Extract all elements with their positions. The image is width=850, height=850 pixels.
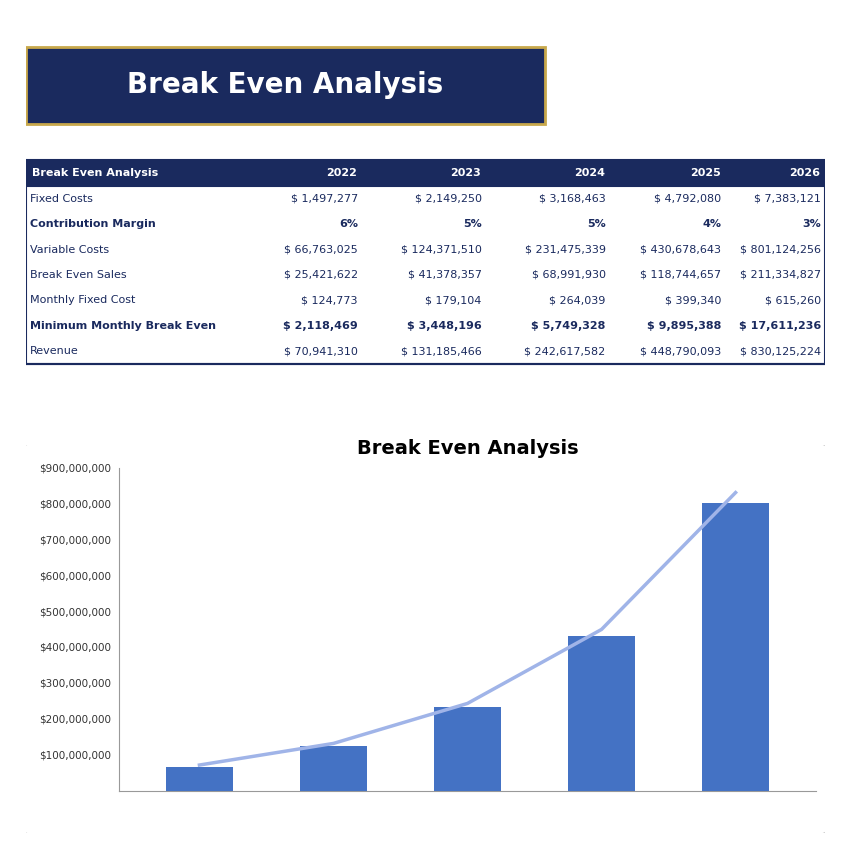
- Text: $ 25,421,622: $ 25,421,622: [284, 270, 358, 280]
- Text: $ 448,790,093: $ 448,790,093: [640, 346, 722, 356]
- Text: $ 9,895,388: $ 9,895,388: [647, 320, 722, 331]
- Text: $ 801,124,256: $ 801,124,256: [740, 245, 821, 254]
- Text: 2022: 2022: [326, 167, 357, 178]
- Text: Contribution Margin: Contribution Margin: [31, 219, 156, 230]
- Text: $ 3,168,463: $ 3,168,463: [539, 194, 605, 204]
- FancyBboxPatch shape: [26, 160, 824, 186]
- Text: Break Even Sales: Break Even Sales: [31, 270, 127, 280]
- Bar: [434, 707, 501, 790]
- Text: $ 4,792,080: $ 4,792,080: [654, 194, 722, 204]
- Text: $ 124,371,510: $ 124,371,510: [401, 245, 482, 254]
- Text: $ 7,383,121: $ 7,383,121: [755, 194, 821, 204]
- Text: $ 68,991,930: $ 68,991,930: [531, 270, 605, 280]
- Text: Fixed Costs: Fixed Costs: [31, 194, 94, 204]
- Bar: [568, 636, 635, 790]
- Text: $ 131,185,466: $ 131,185,466: [401, 346, 482, 356]
- Text: $ 830,125,224: $ 830,125,224: [740, 346, 821, 356]
- Text: 3%: 3%: [802, 219, 821, 230]
- Text: Minimum Monthly Break Even: Minimum Monthly Break Even: [31, 320, 216, 331]
- Text: Variable Costs: Variable Costs: [31, 245, 110, 254]
- Bar: [702, 503, 769, 790]
- Text: $ 3,448,196: $ 3,448,196: [407, 320, 482, 331]
- Text: 5%: 5%: [463, 219, 482, 230]
- Text: $ 615,260: $ 615,260: [765, 295, 821, 305]
- Text: 5%: 5%: [586, 219, 605, 230]
- Text: $ 118,744,657: $ 118,744,657: [640, 270, 722, 280]
- FancyBboxPatch shape: [18, 441, 832, 837]
- Text: $ 231,475,339: $ 231,475,339: [524, 245, 605, 254]
- Text: $ 242,617,582: $ 242,617,582: [524, 346, 605, 356]
- Text: $ 179,104: $ 179,104: [425, 295, 482, 305]
- Text: 4%: 4%: [702, 219, 722, 230]
- Text: Monthly Fixed Cost: Monthly Fixed Cost: [31, 295, 136, 305]
- Text: Revenue: Revenue: [31, 346, 79, 356]
- FancyBboxPatch shape: [26, 47, 545, 124]
- Text: 2025: 2025: [690, 167, 721, 178]
- Text: $ 41,378,357: $ 41,378,357: [408, 270, 482, 280]
- Text: $ 70,941,310: $ 70,941,310: [284, 346, 358, 356]
- Text: $ 124,773: $ 124,773: [302, 295, 358, 305]
- Text: $ 2,118,469: $ 2,118,469: [283, 320, 358, 331]
- Text: $ 399,340: $ 399,340: [665, 295, 722, 305]
- Title: Break Even Analysis: Break Even Analysis: [357, 439, 578, 457]
- Text: $ 211,334,827: $ 211,334,827: [740, 270, 821, 280]
- Text: Break Even Analysis: Break Even Analysis: [32, 167, 158, 178]
- Text: Break Even Analysis: Break Even Analysis: [127, 71, 444, 99]
- Text: 6%: 6%: [339, 219, 358, 230]
- Text: $ 66,763,025: $ 66,763,025: [284, 245, 358, 254]
- Text: $ 2,149,250: $ 2,149,250: [415, 194, 482, 204]
- Bar: [300, 745, 367, 791]
- Text: $ 430,678,643: $ 430,678,643: [640, 245, 722, 254]
- Bar: [166, 767, 233, 791]
- Text: 2023: 2023: [450, 167, 481, 178]
- Text: $ 17,611,236: $ 17,611,236: [739, 320, 821, 331]
- Text: $ 1,497,277: $ 1,497,277: [291, 194, 358, 204]
- Text: $ 264,039: $ 264,039: [549, 295, 605, 305]
- Text: 2024: 2024: [574, 167, 605, 178]
- Text: $ 5,749,328: $ 5,749,328: [531, 320, 605, 331]
- Text: 2026: 2026: [790, 167, 820, 178]
